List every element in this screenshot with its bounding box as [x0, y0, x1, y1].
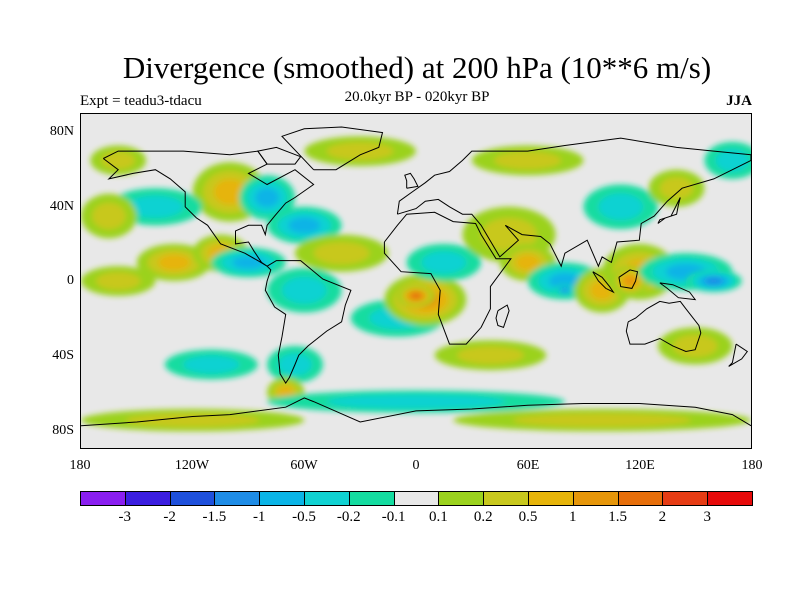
- anomaly-11-level-2: [95, 272, 141, 290]
- coastline-layer: [81, 126, 751, 427]
- coastline-madagascar: [495, 304, 510, 329]
- x-tick-60w: 60W: [290, 458, 318, 473]
- anomaly-8-level-3: [158, 254, 191, 271]
- x-tick-120w: 120W: [174, 458, 210, 473]
- colorbar-label-1: -2: [163, 509, 176, 525]
- colorbar-swatch-9: [483, 491, 529, 506]
- y-tick-40n: 40N: [49, 199, 74, 214]
- anomaly-20-level-3: [548, 273, 581, 289]
- anomaly-12-level-2: [313, 242, 370, 265]
- y-tick-40s: 40S: [52, 348, 74, 363]
- anomaly-2-level-3: [255, 187, 280, 208]
- coastline-antarctica: [81, 397, 751, 427]
- x-tick-180e: 180: [741, 458, 763, 473]
- colorbar-swatch-7: [393, 491, 440, 506]
- anomaly-18-level-2: [481, 217, 537, 252]
- colorbar-label-4: -0.5: [292, 509, 316, 525]
- anomaly-33-level-2: [672, 334, 718, 358]
- colorbar-swatch-3: [214, 491, 261, 506]
- anomaly-19-level-3: [515, 254, 540, 271]
- field-layer: [81, 136, 751, 432]
- colorbar-swatch-4: [259, 491, 305, 506]
- x-tick-120e: 120E: [625, 458, 655, 473]
- anomaly-32-level-2: [456, 346, 524, 365]
- anomaly-4-level-2: [326, 142, 394, 161]
- colorbar-label-2: -1.5: [202, 509, 227, 525]
- x-tick-60e: 60E: [516, 458, 540, 473]
- experiment-label: Expt = teadu3-tdacu: [80, 93, 202, 109]
- colorbar-label-3: -1: [252, 509, 266, 525]
- anomaly-28-level-2: [659, 177, 694, 200]
- period-label: 20.0kyr BP - 020kyr BP: [344, 89, 490, 105]
- anomaly-6-level-2: [127, 195, 184, 218]
- colorbar-swatch-1: [124, 491, 171, 506]
- y-tick-80s: 80S: [52, 423, 74, 438]
- x-tick-0: 0: [412, 458, 420, 473]
- colorbar-swatch-14: [707, 491, 753, 506]
- anomaly-16-level-5: [410, 292, 422, 299]
- anomaly-7-level-2: [92, 202, 126, 230]
- colorbar-swatch-11: [572, 491, 619, 506]
- anomaly-31-level-3: [277, 385, 294, 399]
- colorbar-label-9: 0.5: [518, 509, 538, 525]
- divergence-map: [80, 113, 752, 449]
- colorbar-label-0: -3: [118, 509, 132, 525]
- map-canvas: [81, 126, 751, 432]
- anomaly-36-level-2: [125, 413, 260, 427]
- coastline-baffin-island: [256, 146, 302, 165]
- anomaly-24-level-4: [623, 276, 637, 286]
- colorbar-swatch-2: [169, 491, 216, 506]
- colorbar-label-8: 0.2: [473, 509, 493, 525]
- y-tick-80n: 80N: [49, 124, 74, 139]
- colorbar-swatch-5: [303, 491, 350, 506]
- colorbar-label-5: -0.2: [336, 509, 361, 525]
- y-tick-eq: 0: [67, 273, 74, 288]
- colorbar-swatch-0: [80, 491, 126, 506]
- anomaly-35-level-2: [512, 413, 692, 427]
- colorbar-swatch-10: [527, 491, 574, 506]
- coastline-borneo: [618, 269, 639, 289]
- colorbar-label-10: 1: [569, 509, 577, 525]
- coastline-british-isles: [404, 172, 419, 189]
- colorbar-label-7: 0.1: [429, 509, 448, 525]
- anomaly-1-level-3: [213, 179, 246, 205]
- anomaly-13-level-2: [282, 276, 327, 304]
- anomaly-26-level-4: [704, 277, 724, 285]
- coastline-africa: [383, 211, 512, 345]
- colorbar-swatch-6: [348, 491, 395, 506]
- coastline-greenland: [281, 126, 384, 171]
- colorbar-label-11: 1.5: [608, 509, 627, 525]
- anomaly-17-level-2: [421, 251, 467, 274]
- coastline-australia: [625, 300, 702, 353]
- coastline-new-guinea: [659, 282, 697, 301]
- coastline-new-zealand: [728, 343, 749, 367]
- coastline-japan: [657, 197, 681, 224]
- colorbar: [80, 491, 753, 506]
- anomaly-37-level-2: [494, 151, 562, 170]
- season-label: JJA: [726, 93, 752, 109]
- colorbar-label-13: 3: [703, 509, 711, 525]
- anomaly-5-level-2: [101, 151, 135, 170]
- coastline-sumatra: [592, 271, 615, 294]
- anomaly-27-level-2: [598, 193, 644, 221]
- anomaly-34-level-2: [326, 394, 506, 409]
- coastline-south-america: [264, 260, 352, 385]
- colorbar-swatch-13: [662, 491, 709, 506]
- x-tick-180w: 180: [69, 458, 91, 473]
- anomaly-29-level-2: [183, 355, 240, 374]
- colorbar-swatch-12: [617, 491, 664, 506]
- coastline-eurasia: [396, 137, 751, 268]
- colorbar-label-12: 2: [658, 509, 667, 525]
- anomaly-21-level-4: [561, 288, 569, 293]
- colorbar-label-6: -0.1: [381, 509, 406, 525]
- plot-title: Divergence (smoothed) at 200 hPa (10**6 …: [122, 50, 712, 85]
- colorbar-swatch-8: [438, 491, 485, 506]
- anomaly-3-level-3: [288, 217, 321, 234]
- anomaly-10-level-3: [232, 256, 265, 269]
